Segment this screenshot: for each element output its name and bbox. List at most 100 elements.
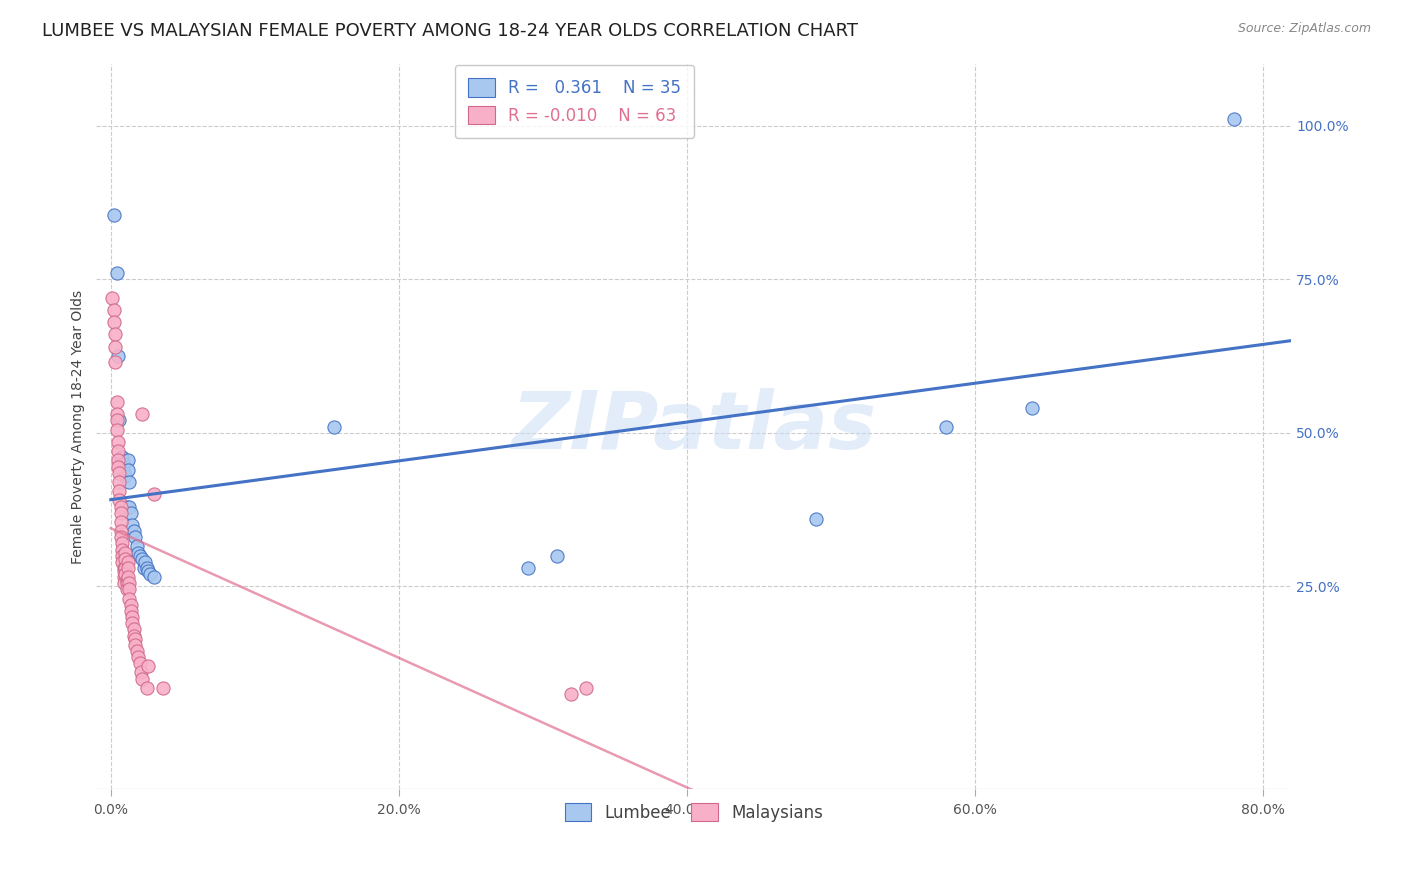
Point — [122, 524, 145, 538]
Point — [124, 638, 146, 652]
Point — [110, 530, 132, 544]
Point — [112, 576, 135, 591]
Point — [575, 681, 598, 695]
Point — [152, 681, 174, 695]
Point — [105, 266, 128, 280]
Point — [560, 687, 582, 701]
Point — [108, 466, 131, 480]
Point — [118, 582, 141, 597]
Point — [112, 570, 135, 584]
Point — [112, 466, 135, 480]
Point — [121, 518, 143, 533]
Point — [114, 468, 136, 483]
Point — [128, 549, 150, 563]
Point — [101, 291, 124, 305]
Text: LUMBEE VS MALAYSIAN FEMALE POVERTY AMONG 18-24 YEAR OLDS CORRELATION CHART: LUMBEE VS MALAYSIAN FEMALE POVERTY AMONG… — [42, 22, 858, 40]
Point — [108, 413, 131, 427]
Point — [108, 484, 131, 499]
Point — [115, 574, 138, 588]
Point — [517, 561, 540, 575]
Point — [131, 672, 153, 686]
Point — [117, 570, 139, 584]
Point — [125, 644, 148, 658]
Point — [118, 591, 141, 606]
Text: Source: ZipAtlas.com: Source: ZipAtlas.com — [1237, 22, 1371, 36]
Point — [111, 549, 134, 563]
Point — [121, 616, 143, 631]
Point — [131, 551, 153, 566]
Point — [117, 453, 139, 467]
Point — [107, 453, 129, 467]
Point — [117, 555, 139, 569]
Point — [108, 475, 131, 489]
Point — [142, 487, 165, 501]
Point — [108, 493, 131, 508]
Point — [142, 570, 165, 584]
Point — [104, 340, 127, 354]
Point — [1222, 112, 1244, 127]
Point — [125, 540, 148, 554]
Point — [115, 500, 138, 514]
Point — [136, 564, 159, 578]
Point — [129, 665, 152, 680]
Point — [127, 650, 149, 665]
Point — [111, 536, 134, 550]
Point — [120, 598, 142, 612]
Point — [127, 546, 149, 560]
Point — [131, 408, 153, 422]
Point — [112, 564, 135, 578]
Point — [134, 555, 156, 569]
Point — [103, 208, 125, 222]
Point — [124, 632, 146, 646]
Point — [110, 450, 132, 465]
Point — [118, 500, 141, 514]
Point — [104, 355, 127, 369]
Point — [103, 315, 125, 329]
Point — [114, 561, 136, 575]
Point — [110, 515, 132, 529]
Point — [135, 681, 157, 695]
Point — [546, 549, 568, 563]
Y-axis label: Female Poverty Among 18-24 Year Olds: Female Poverty Among 18-24 Year Olds — [72, 290, 86, 564]
Point — [118, 576, 141, 591]
Point — [322, 419, 344, 434]
Point — [110, 524, 132, 538]
Point — [111, 450, 134, 465]
Point — [122, 629, 145, 643]
Point — [103, 302, 125, 317]
Point — [115, 576, 138, 591]
Legend: Lumbee, Malaysians: Lumbee, Malaysians — [551, 790, 837, 835]
Point — [117, 561, 139, 575]
Point — [132, 561, 155, 575]
Point — [114, 567, 136, 582]
Point — [115, 582, 138, 597]
Point — [138, 567, 160, 582]
Point — [107, 349, 129, 363]
Point — [135, 561, 157, 575]
Point — [105, 395, 128, 409]
Point — [117, 463, 139, 477]
Point — [111, 555, 134, 569]
Point — [114, 551, 136, 566]
Point — [107, 435, 129, 450]
Point — [111, 542, 134, 557]
Point — [104, 327, 127, 342]
Point — [1021, 401, 1043, 416]
Point — [107, 459, 129, 474]
Text: ZIPatlas: ZIPatlas — [512, 388, 876, 466]
Point — [118, 475, 141, 489]
Point — [136, 659, 159, 673]
Point — [114, 546, 136, 560]
Point — [128, 657, 150, 671]
Point — [121, 610, 143, 624]
Point — [806, 512, 828, 526]
Point — [112, 561, 135, 575]
Point — [935, 419, 957, 434]
Point — [120, 506, 142, 520]
Point — [105, 413, 128, 427]
Point — [112, 457, 135, 471]
Point — [110, 506, 132, 520]
Point — [105, 408, 128, 422]
Point — [107, 444, 129, 458]
Point — [122, 623, 145, 637]
